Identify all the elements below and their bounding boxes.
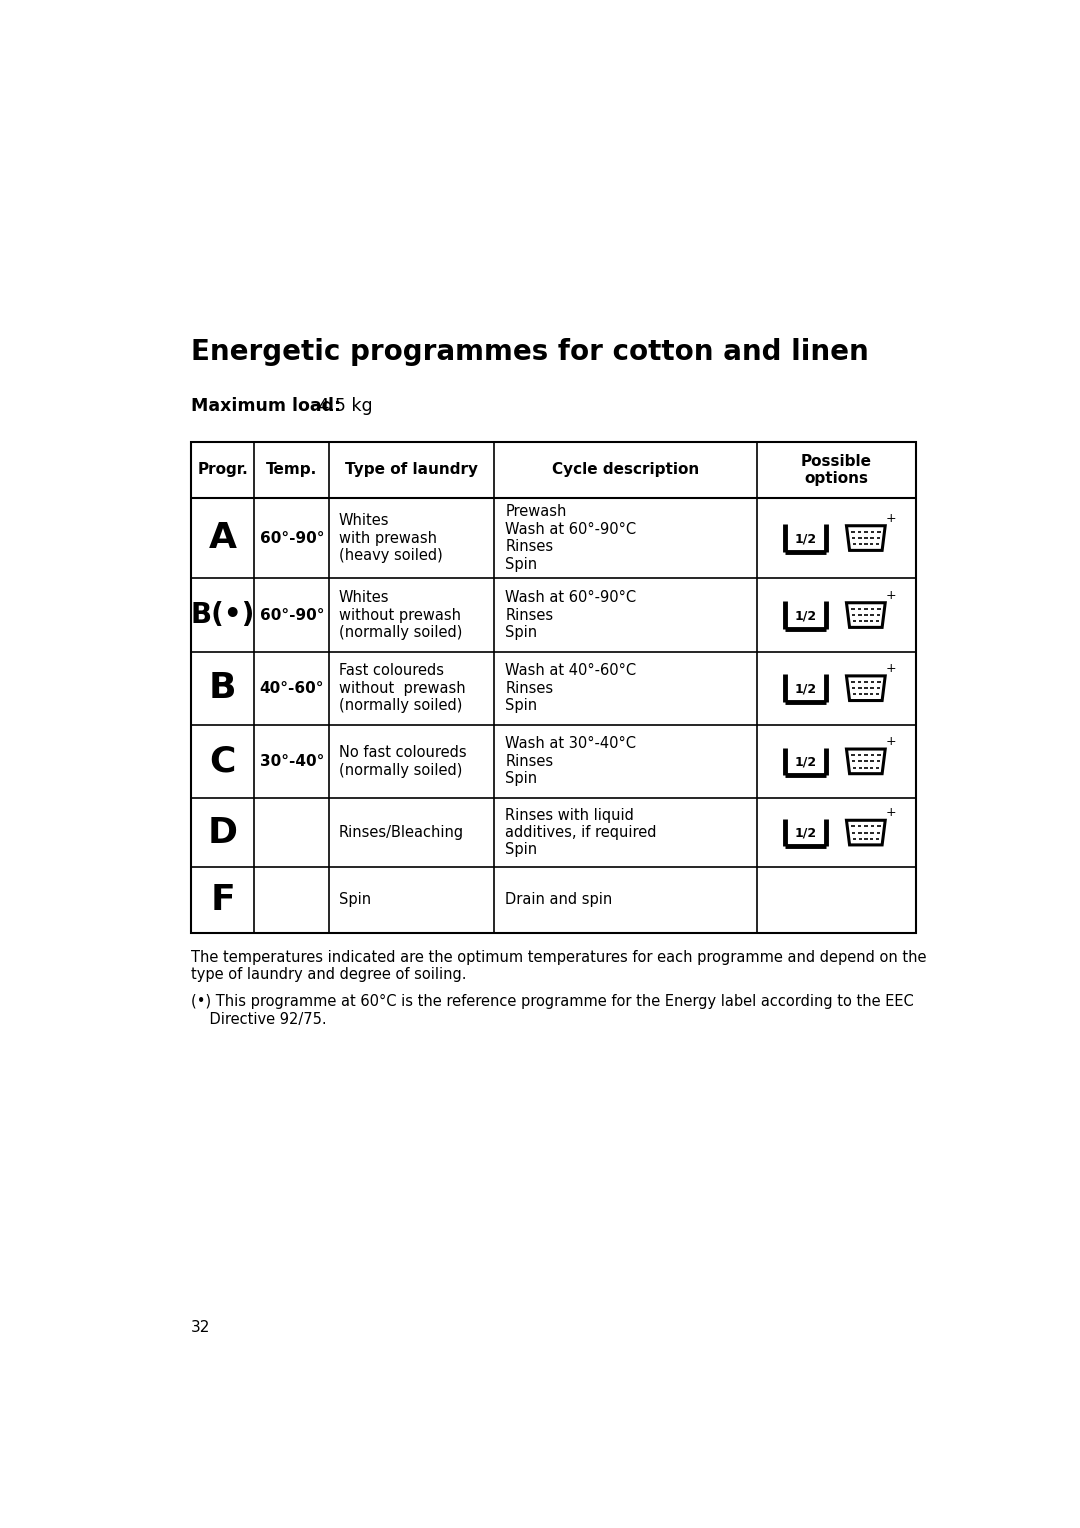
Text: Rinses with liquid
additives, if required
Spin: Rinses with liquid additives, if require… xyxy=(505,808,657,857)
Text: D: D xyxy=(207,816,238,850)
Text: +: + xyxy=(886,807,896,819)
Text: Maximum load:: Maximum load: xyxy=(191,397,341,416)
Text: Cycle description: Cycle description xyxy=(552,463,699,477)
Text: A: A xyxy=(208,521,237,555)
Bar xyxy=(191,442,916,932)
Text: Prewash
Wash at 60°-90°C
Rinses
Spin: Prewash Wash at 60°-90°C Rinses Spin xyxy=(505,504,636,571)
Text: Rinses/Bleaching: Rinses/Bleaching xyxy=(339,825,464,840)
Text: Drain and spin: Drain and spin xyxy=(505,892,612,908)
Text: Temp.: Temp. xyxy=(267,463,318,477)
Text: 60°-90°: 60°-90° xyxy=(259,530,324,545)
Text: 1/2: 1/2 xyxy=(794,827,816,840)
Text: Energetic programmes for cotton and linen: Energetic programmes for cotton and line… xyxy=(191,338,868,365)
Text: Possible
options: Possible options xyxy=(801,454,872,486)
Text: Whites
with prewash
(heavy soiled): Whites with prewash (heavy soiled) xyxy=(339,513,443,562)
Text: 1/2: 1/2 xyxy=(794,756,816,769)
Text: Whites
without prewash
(normally soiled): Whites without prewash (normally soiled) xyxy=(339,590,462,640)
Text: +: + xyxy=(886,588,896,602)
Text: Progr.: Progr. xyxy=(198,463,248,477)
Text: 4.5 kg: 4.5 kg xyxy=(313,397,373,416)
Text: +: + xyxy=(886,512,896,524)
Text: Wash at 30°-40°C
Rinses
Spin: Wash at 30°-40°C Rinses Spin xyxy=(505,736,636,787)
Text: 1/2: 1/2 xyxy=(794,532,816,545)
Text: No fast coloureds
(normally soiled): No fast coloureds (normally soiled) xyxy=(339,746,467,778)
Text: 1/2: 1/2 xyxy=(794,683,816,695)
Text: Wash at 40°-60°C
Rinses
Spin: Wash at 40°-60°C Rinses Spin xyxy=(505,663,636,714)
Text: (•) This programme at 60°C is the reference programme for the Energy label accor: (•) This programme at 60°C is the refere… xyxy=(191,995,914,1027)
Text: Wash at 60°-90°C
Rinses
Spin: Wash at 60°-90°C Rinses Spin xyxy=(505,590,636,640)
Text: C: C xyxy=(210,744,235,778)
Text: The temperatures indicated are the optimum temperatures for each programme and d: The temperatures indicated are the optim… xyxy=(191,949,927,983)
Text: 30°-40°: 30°-40° xyxy=(260,753,324,769)
Text: 1/2: 1/2 xyxy=(794,610,816,622)
Text: +: + xyxy=(886,735,896,747)
Text: +: + xyxy=(886,662,896,675)
Text: B: B xyxy=(208,671,237,706)
Text: Spin: Spin xyxy=(339,892,370,908)
Text: Fast coloureds
without  prewash
(normally soiled): Fast coloureds without prewash (normally… xyxy=(339,663,465,714)
Text: F: F xyxy=(211,883,235,917)
Text: 60°-90°: 60°-90° xyxy=(259,608,324,622)
Text: 40°-60°: 40°-60° xyxy=(259,680,324,695)
Text: 32: 32 xyxy=(191,1320,211,1335)
Text: B(•): B(•) xyxy=(190,601,255,630)
Text: Type of laundry: Type of laundry xyxy=(346,463,478,477)
